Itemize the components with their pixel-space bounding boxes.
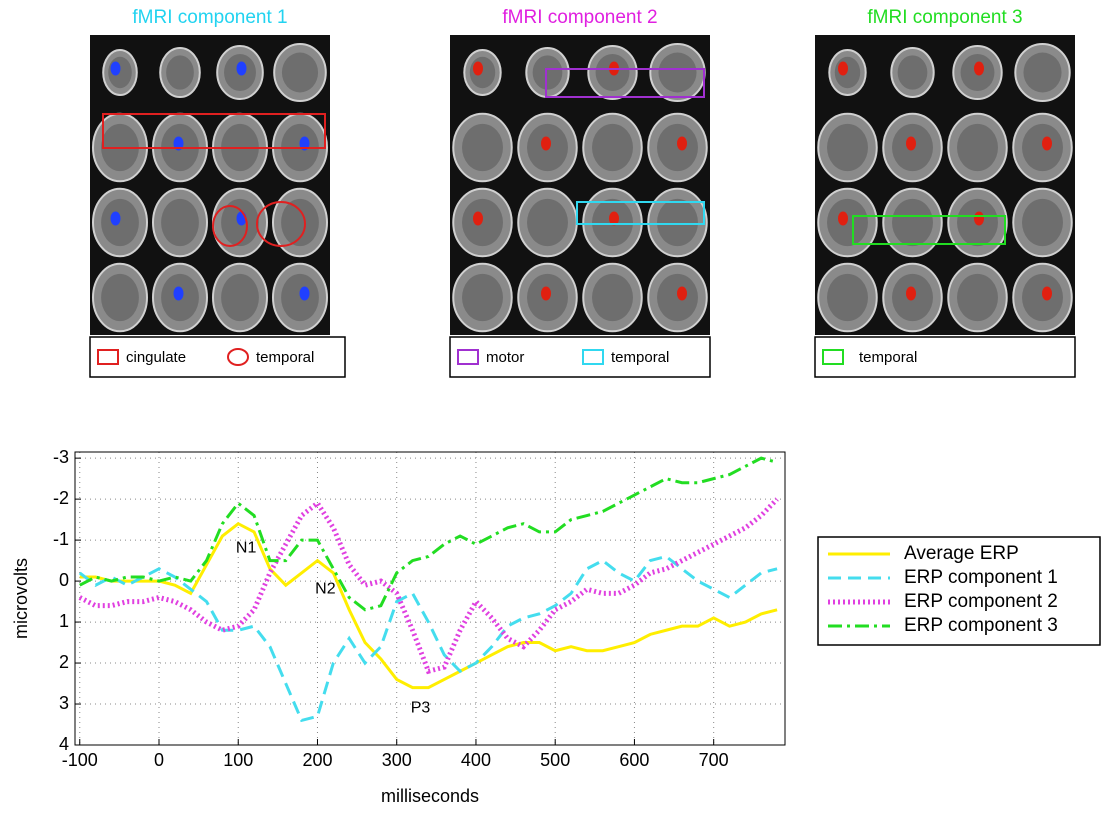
x-tick-label: -100 <box>62 750 98 770</box>
brain-slice-inner <box>527 199 568 246</box>
brain-slice-inner <box>221 274 259 321</box>
fmri-panel: fMRI component 2 motor temporal <box>450 7 710 377</box>
x-tick-label: 0 <box>154 750 164 770</box>
activation <box>473 212 483 226</box>
brain-slice-inner <box>592 274 633 321</box>
y-axis-label: microvolts <box>11 558 31 639</box>
brain-slice-inner <box>827 199 868 246</box>
activation <box>541 137 551 151</box>
brain-slice-inner <box>281 199 319 246</box>
x-tick-label: 500 <box>540 750 570 770</box>
y-tick-label: 0 <box>59 570 69 590</box>
legend-label: temporal <box>611 349 669 366</box>
brain-slice-inner <box>835 57 860 89</box>
brain-slice-inner <box>161 199 199 246</box>
brain-slice-inner <box>1022 199 1063 246</box>
brain-slice-inner <box>462 274 503 321</box>
y-tick-label: 1 <box>59 611 69 631</box>
legend-label: ERP component 2 <box>904 591 1058 612</box>
x-tick-label: 400 <box>461 750 491 770</box>
annotation: N1 <box>236 540 257 557</box>
brain-slice-inner <box>462 124 503 171</box>
brain-slice-inner <box>657 274 698 321</box>
brain-slice-inner <box>657 124 698 171</box>
brain-slice-inner <box>533 55 563 89</box>
y-tick-label: 2 <box>59 652 69 672</box>
brain-slice-inner <box>957 274 998 321</box>
legend-label: temporal <box>256 349 314 366</box>
activation <box>1042 287 1052 301</box>
activation <box>473 62 483 76</box>
brain-slice-inner <box>892 199 933 246</box>
brain-slice-inner <box>657 199 698 246</box>
activation <box>974 62 984 76</box>
brain-slice-inner <box>470 57 495 89</box>
activation <box>111 212 121 226</box>
brain-slice-inner <box>1022 124 1063 171</box>
activation <box>541 287 551 301</box>
legend-label: Average ERP <box>904 543 1019 564</box>
x-tick-label: 700 <box>699 750 729 770</box>
x-tick-label: 300 <box>382 750 412 770</box>
x-tick-label: 600 <box>619 750 649 770</box>
legend-label: ERP component 1 <box>904 567 1058 588</box>
legend-label: ERP component 3 <box>904 615 1058 636</box>
annotation: P3 <box>411 699 431 716</box>
brain-slice-inner <box>957 124 998 171</box>
brain-slice-inner <box>282 53 318 93</box>
fmri-panel: fMRI component 1 cingulate temporal <box>90 7 345 377</box>
brain-slice-inner <box>101 274 139 321</box>
activation <box>111 62 121 76</box>
panel-title: fMRI component 2 <box>502 7 657 28</box>
y-tick-label: -1 <box>53 529 69 549</box>
brain-slice-inner <box>281 274 319 321</box>
activation <box>300 287 310 301</box>
activation <box>906 137 916 151</box>
activation <box>677 287 687 301</box>
activation <box>838 62 848 76</box>
brain-slice-inner <box>898 55 928 89</box>
brain-slice-inner <box>462 199 503 246</box>
x-tick-label: 200 <box>302 750 332 770</box>
x-axis-label: milliseconds <box>381 786 479 806</box>
legend-label: cingulate <box>126 349 186 366</box>
annotation: N2 <box>315 580 336 597</box>
brain-slice-inner <box>592 124 633 171</box>
activation <box>838 212 848 226</box>
y-tick-label: -2 <box>53 488 69 508</box>
brain-slice-inner <box>166 55 194 89</box>
activation <box>1042 137 1052 151</box>
brain-slice-inner <box>1023 53 1061 93</box>
panel-title: fMRI component 3 <box>867 7 1022 28</box>
activation <box>677 137 687 151</box>
brain-slice-inner <box>658 53 696 93</box>
legend-label: motor <box>486 349 524 366</box>
activation <box>174 287 184 301</box>
activation <box>906 287 916 301</box>
activation <box>237 62 247 76</box>
legend-label: temporal <box>859 349 917 366</box>
figure: fMRI component 1cingulatetemporalfMRI co… <box>0 0 1115 809</box>
x-tick-label: 100 <box>223 750 253 770</box>
brain-slice-inner <box>827 124 868 171</box>
activation <box>974 212 984 226</box>
panel-legend <box>815 337 1075 377</box>
fmri-panel: fMRI component 3 temporal <box>815 7 1075 377</box>
y-tick-label: -3 <box>53 447 69 467</box>
brain-slice-inner <box>827 274 868 321</box>
brain-slice-inner <box>1022 274 1063 321</box>
y-tick-label: 3 <box>59 693 69 713</box>
brain-slice-inner <box>101 199 139 246</box>
panel-title: fMRI component 1 <box>132 7 287 28</box>
